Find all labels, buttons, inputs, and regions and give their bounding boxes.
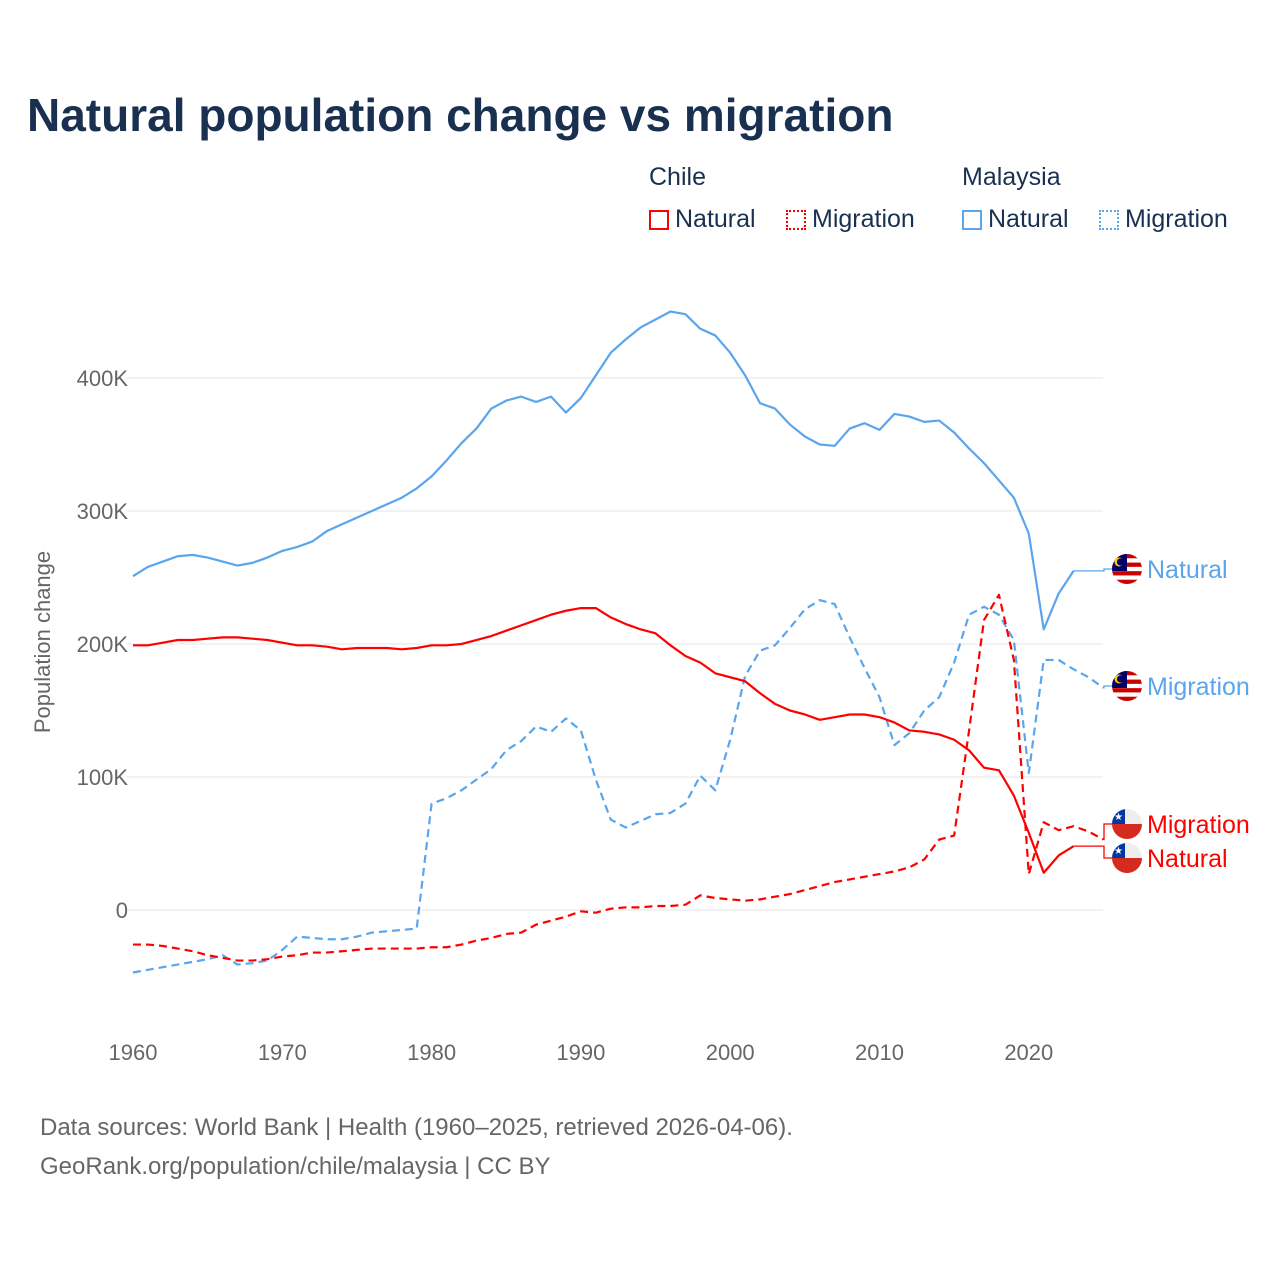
- x-tick-label: 1980: [407, 1040, 456, 1065]
- legend-malaysia-migration[interactable]: Migration: [1099, 205, 1228, 234]
- flag-stripe: [1112, 696, 1142, 701]
- y-tick-label: 400K: [77, 366, 129, 391]
- source-line-2[interactable]: GeoRank.org/population/chile/malaysia | …: [40, 1153, 551, 1180]
- x-tick-label: 1970: [258, 1040, 307, 1065]
- malaysia-flag-icon: [1112, 554, 1142, 584]
- y-tick-label: 100K: [77, 765, 129, 790]
- x-tick-label: 2020: [1004, 1040, 1053, 1065]
- x-tick-label: 1960: [109, 1040, 158, 1065]
- source-note: Data sources: World Bank | Health (1960–…: [40, 1108, 793, 1186]
- label-connector: [1103, 823, 1112, 841]
- legend-swatch-solid-icon: [649, 209, 669, 230]
- x-tick-label: 1990: [556, 1040, 605, 1065]
- y-tick-label: 300K: [77, 499, 129, 524]
- legend-swatch-dotted-icon: [786, 209, 806, 230]
- legend-malaysia-natural[interactable]: Natural: [962, 205, 1069, 234]
- flag-star: ★: [1114, 846, 1123, 857]
- series-malaysia-natural: Natural: [132, 310, 1228, 631]
- source-line-1: Data sources: World Bank | Health (1960–…: [40, 1114, 793, 1141]
- series-chile-migration: ★ Migration: [132, 593, 1250, 962]
- malaysia-flag-icon: [1112, 671, 1142, 701]
- series-line: [133, 606, 1075, 874]
- legend-label: Migration: [1125, 205, 1228, 233]
- flag-stripe: [1112, 579, 1142, 584]
- y-tick-label: 200K: [77, 632, 129, 657]
- flag-red: [1112, 858, 1142, 873]
- label-connector: [1073, 568, 1112, 572]
- chile-flag-icon: ★: [1112, 809, 1142, 839]
- legend-chile-natural[interactable]: Natural: [649, 205, 756, 234]
- flag-stripe: [1112, 688, 1142, 693]
- legend-chile-migration[interactable]: Migration: [786, 205, 915, 234]
- flag-stripe: [1112, 575, 1142, 581]
- legend-group-malaysia: Malaysia: [962, 163, 1061, 191]
- flag-crescent-cut: [1116, 675, 1125, 683]
- series-end-label: Migration: [1147, 811, 1250, 839]
- legend-label: Migration: [812, 205, 915, 233]
- series-end-label: Natural: [1147, 556, 1228, 584]
- flag-star: ★: [1114, 812, 1123, 823]
- flag-stripe: [1112, 692, 1142, 698]
- legend-label: Natural: [988, 205, 1069, 233]
- series-end-label: Natural: [1147, 845, 1228, 873]
- legend-swatch-dotted-icon: [1099, 209, 1119, 230]
- legend-group-chile: Chile: [649, 163, 706, 191]
- y-tick-label: 0: [116, 898, 128, 923]
- label-connector: [1073, 845, 1112, 859]
- series-chile-natural: ★ Natural: [132, 606, 1228, 874]
- series-end-label: Migration: [1147, 673, 1250, 701]
- legend-swatch-solid-icon: [962, 209, 982, 230]
- x-tick-label: 2000: [706, 1040, 755, 1065]
- legend-label: Natural: [675, 205, 756, 233]
- flag-crescent-cut: [1116, 558, 1125, 566]
- flag-red: [1112, 824, 1142, 839]
- series-line: [133, 593, 1104, 962]
- series-line: [132, 310, 1075, 631]
- y-axis-label: Population change: [30, 551, 55, 733]
- label-connector: [1103, 685, 1112, 689]
- series-line: [132, 599, 1105, 974]
- series-malaysia-migration: Migration: [132, 599, 1250, 974]
- x-tick-label: 2010: [855, 1040, 904, 1065]
- chart-title: Natural population change vs migration: [27, 89, 894, 141]
- flag-stripe: [1112, 571, 1142, 576]
- chile-flag-icon: ★: [1112, 843, 1142, 873]
